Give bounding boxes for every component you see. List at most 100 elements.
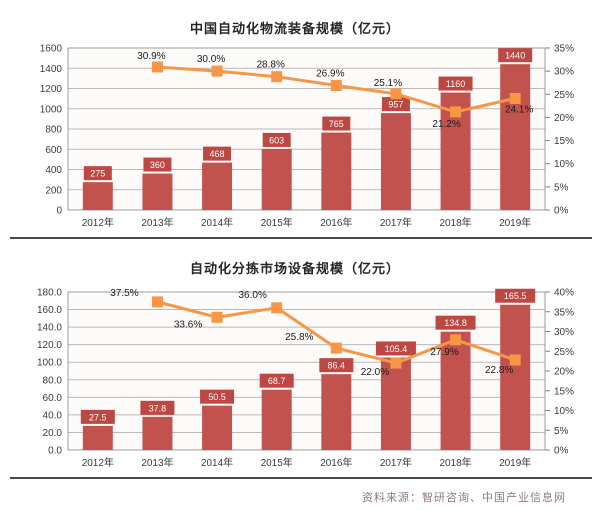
- bar-value-label: 37.8: [149, 403, 167, 413]
- bar: [142, 173, 173, 210]
- right-axis-tick-label: 30%: [554, 327, 574, 338]
- divider-line-bottom: [10, 477, 592, 479]
- bar: [82, 182, 113, 210]
- line-marker: [151, 61, 163, 73]
- x-axis-label: 2013年: [141, 216, 173, 229]
- line-marker: [390, 88, 402, 100]
- growth-rate-label: 22.0%: [361, 367, 389, 378]
- right-axis-tick-label: 20%: [554, 113, 574, 124]
- bar: [142, 416, 173, 450]
- bar-value-label: 50.5: [208, 392, 226, 402]
- bar-value-label-box: [435, 315, 476, 330]
- line-marker: [509, 92, 521, 104]
- bar-value-label-box: [381, 97, 410, 112]
- left-axis-tick-label: 60.0: [43, 393, 63, 404]
- right-axis-tick-label: 25%: [554, 90, 574, 101]
- growth-rate-label: 26.9%: [316, 68, 344, 79]
- x-axis-label: 2014年: [201, 216, 233, 229]
- right-axis-tick-label: 0%: [554, 446, 569, 457]
- growth-rate-label: 21.2%: [432, 119, 460, 130]
- bar: [321, 374, 352, 450]
- line-marker: [509, 354, 521, 366]
- left-axis-tick-label: 40.0: [43, 410, 63, 421]
- line-marker: [211, 311, 223, 323]
- x-axis-label: 2016年: [320, 456, 352, 469]
- bar-value-label-box: [262, 132, 291, 147]
- bar: [500, 304, 531, 450]
- growth-rate-label: 27.9%: [430, 347, 458, 358]
- x-axis-label: 2016年: [320, 216, 352, 229]
- growth-rate-label: 22.8%: [485, 365, 513, 376]
- growth-rate-label: 33.6%: [174, 319, 202, 330]
- bar-value-label-box: [259, 373, 294, 388]
- left-axis-tick-label: 1400: [40, 64, 63, 75]
- bar-value-label-box: [322, 116, 351, 131]
- x-axis-label: 2018年: [439, 456, 471, 469]
- bar-value-label: 360: [150, 160, 165, 170]
- right-axis-tick-label: 30%: [554, 67, 574, 78]
- right-axis-tick-label: 15%: [554, 136, 574, 147]
- left-axis-tick-label: 120.0: [37, 340, 62, 351]
- left-axis-tick-label: 200: [45, 185, 62, 196]
- bar: [321, 132, 352, 210]
- bar-value-label: 86.4: [328, 361, 346, 371]
- line-marker: [271, 302, 283, 314]
- right-axis-tick-label: 35%: [554, 307, 574, 318]
- chart-2-title: 自动化分拣市场设备规模（亿元）: [189, 261, 400, 276]
- bar-value-label: 27.5: [89, 412, 107, 422]
- bar: [440, 331, 471, 450]
- x-axis-label: 2019年: [499, 216, 531, 229]
- logistics-equipment-chart-canvas: 0 200 400 600 800 1000 1200 1400 1600 0% 5% 10% 15% 2…: [40, 44, 574, 230]
- bar-value-label: 165.5: [504, 291, 527, 301]
- bar: [202, 405, 233, 450]
- left-axis-tick-label: 0.0: [48, 446, 62, 457]
- x-axis-label: 2019年: [499, 456, 531, 469]
- left-axis-tick-label: 0: [56, 206, 62, 217]
- plot-border: [67, 47, 546, 211]
- bar: [82, 425, 113, 450]
- plot-border: [67, 291, 546, 451]
- x-axis-label: 2012年: [82, 216, 114, 229]
- left-axis-tick-label: 20.0: [43, 428, 63, 439]
- x-axis-label: 2015年: [261, 456, 293, 469]
- growth-rate-label: 24.1%: [505, 104, 533, 115]
- bar-value-label: 134.8: [444, 318, 467, 328]
- line-marker: [450, 334, 462, 346]
- bar: [261, 148, 292, 210]
- growth-rate-label: 25.1%: [374, 78, 402, 89]
- bar-value-label-box: [203, 146, 232, 161]
- bar: [500, 64, 531, 210]
- bar-value-label-box: [375, 341, 416, 356]
- left-axis-tick-label: 800: [45, 125, 62, 136]
- left-axis-tick-label: 80.0: [43, 375, 63, 386]
- bar-value-label: 105.4: [385, 344, 408, 354]
- right-axis-tick-label: 10%: [554, 159, 574, 170]
- bar-value-label: 1440: [505, 51, 525, 61]
- left-axis-tick-label: 600: [45, 145, 62, 156]
- right-axis-tick-label: 15%: [554, 386, 574, 397]
- left-axis-tick-label: 1000: [40, 104, 63, 115]
- left-axis-tick-label: 100.0: [37, 358, 62, 369]
- x-axis-label: 2012年: [82, 456, 114, 469]
- bar-value-label-box: [80, 409, 115, 424]
- bar: [261, 389, 292, 450]
- line-marker: [330, 342, 342, 354]
- bar-value-label: 468: [210, 149, 225, 159]
- bar-value-label-box: [498, 48, 533, 63]
- bar-value-label-box: [83, 166, 112, 181]
- growth-rate-label: 25.8%: [285, 332, 313, 343]
- x-axis-label: 2015年: [261, 216, 293, 229]
- right-axis-tick-label: 20%: [554, 367, 574, 378]
- x-axis-label: 2017年: [380, 216, 412, 229]
- left-axis-tick-label: 180.0: [37, 288, 62, 299]
- left-axis-tick-label: 160.0: [37, 305, 62, 316]
- x-axis-label: 2017年: [380, 456, 412, 469]
- line-marker: [390, 357, 402, 369]
- x-axis-label: 2018年: [439, 216, 471, 229]
- bar-value-label: 603: [269, 135, 284, 145]
- bar: [380, 113, 411, 210]
- growth-rate-label: 28.8%: [257, 60, 285, 71]
- bar-value-label: 68.7: [268, 376, 286, 386]
- bar-value-label: 1160: [446, 79, 465, 89]
